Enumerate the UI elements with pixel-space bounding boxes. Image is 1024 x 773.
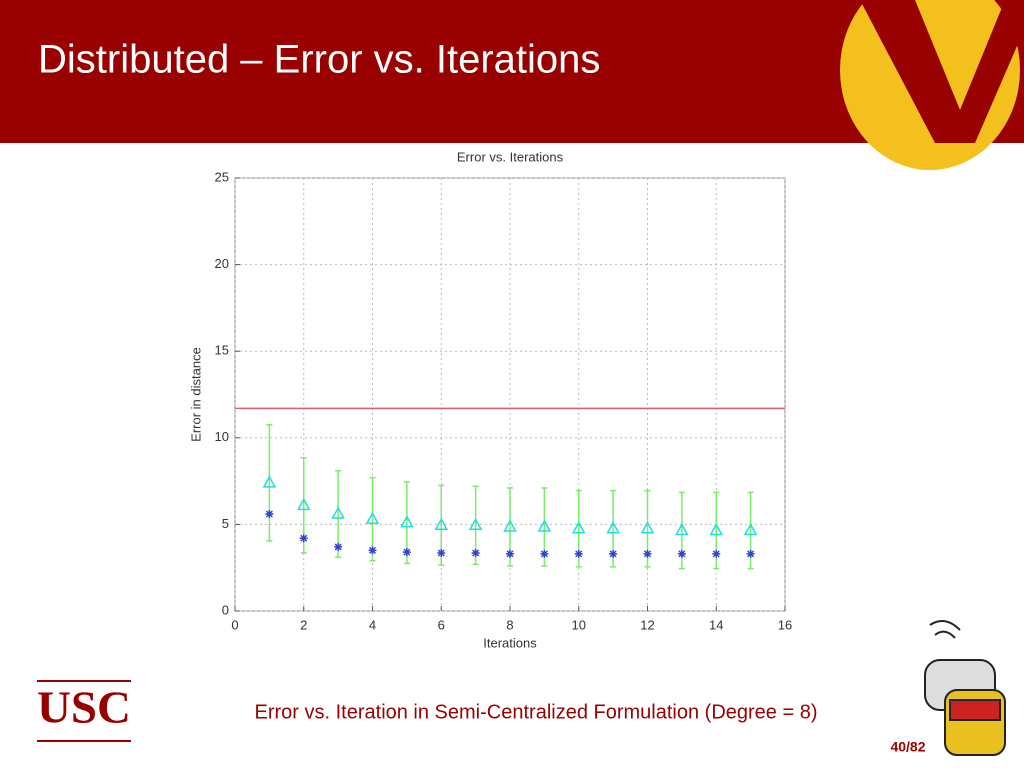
chart: Error vs. Iterations Iterations Error in d… (188, 149, 792, 650)
error-bar (266, 424, 273, 542)
data-point (368, 546, 377, 555)
y-tick-label: 20 (215, 256, 229, 271)
data-point (675, 522, 689, 536)
data-point (334, 542, 343, 551)
data-point (400, 515, 414, 528)
y-tick-label: 0 (222, 602, 229, 617)
data-point (437, 548, 446, 557)
data-point (746, 549, 755, 558)
data-point (640, 521, 655, 534)
chart-title: Error vs. Iterations (457, 149, 564, 164)
robot-icon (924, 620, 1006, 756)
y-tick-label: 5 (222, 516, 229, 531)
x-tick-label: 16 (778, 617, 792, 632)
data-point (606, 521, 620, 534)
y-axis-label: Error in distance (188, 347, 203, 442)
x-tick-label: 14 (709, 617, 723, 632)
data-point (712, 549, 721, 558)
data-point (709, 522, 724, 536)
x-tick-label: 2 (300, 617, 307, 632)
data-point (503, 519, 517, 532)
data-point (468, 517, 483, 531)
data-point (677, 549, 686, 558)
caption: Error vs. Iteration in Semi-Centralized … (255, 701, 818, 723)
data-point (574, 549, 583, 558)
data-point (540, 549, 549, 558)
slide-title: Distributed – Error vs. Iterations (38, 38, 600, 82)
x-tick-label: 10 (572, 617, 586, 632)
data-point (299, 534, 308, 543)
data-point (743, 522, 758, 536)
usc-logo: USC (37, 682, 131, 733)
y-tick-label: 15 (215, 343, 229, 358)
x-axis-label: Iterations (483, 635, 537, 650)
data-point (265, 510, 274, 519)
page-number: 40/82 (890, 739, 925, 755)
x-tick-label: 4 (369, 617, 376, 632)
x-tick-label: 8 (506, 617, 513, 632)
x-tick-label: 0 (231, 617, 238, 632)
x-tick-label: 12 (640, 617, 654, 632)
data-point (365, 511, 380, 524)
data-point (609, 549, 618, 558)
data-point (643, 549, 652, 558)
data-point (506, 549, 514, 558)
data-point (537, 519, 552, 532)
data-point (571, 521, 586, 534)
data-point (402, 548, 411, 557)
data-point (434, 517, 449, 531)
data-point (471, 548, 480, 557)
y-tick-label: 10 (215, 429, 229, 444)
data-point (331, 506, 345, 519)
error-bar (335, 469, 342, 559)
data-point (262, 475, 277, 488)
v-logo (840, 0, 1024, 170)
y-tick-label: 25 (215, 169, 229, 184)
x-tick-label: 6 (438, 617, 445, 632)
data-point (296, 497, 311, 511)
